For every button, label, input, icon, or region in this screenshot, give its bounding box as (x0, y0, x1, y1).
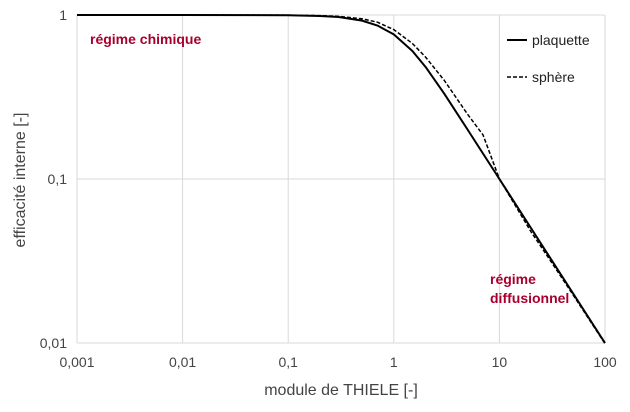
y-tick-label: 0,01 (40, 335, 67, 351)
x-tick-label: 0,01 (169, 354, 196, 370)
x-tick-label: 10 (492, 354, 508, 370)
x-axis-title: module de THIELE [-] (264, 382, 418, 399)
annotation-regime: régime (490, 271, 536, 287)
y-tick-label: 0,1 (48, 171, 68, 187)
x-tick-label: 1 (390, 354, 398, 370)
x-tick-label: 0,001 (59, 354, 94, 370)
legend-label-sphere: sphère (532, 69, 575, 85)
y-axis-title: efficacité interne [-] (12, 113, 29, 248)
legend-label-plaquette: plaquette (532, 32, 590, 48)
series-layer (77, 14, 606, 345)
x-tick-label: 0,1 (278, 354, 298, 370)
ticks-layer: 0,001 0,01 0,1 1 10 100 0,01 0,1 1 (40, 7, 617, 370)
series-line-sphere (77, 14, 606, 345)
legend: plaquette sphère (507, 32, 590, 85)
annotation-diffusionnel: diffusionnel (490, 290, 569, 306)
y-tick-label: 1 (59, 7, 67, 23)
annotation-regime-chimique: régime chimique (90, 31, 201, 47)
x-tick-label: 100 (593, 354, 617, 370)
